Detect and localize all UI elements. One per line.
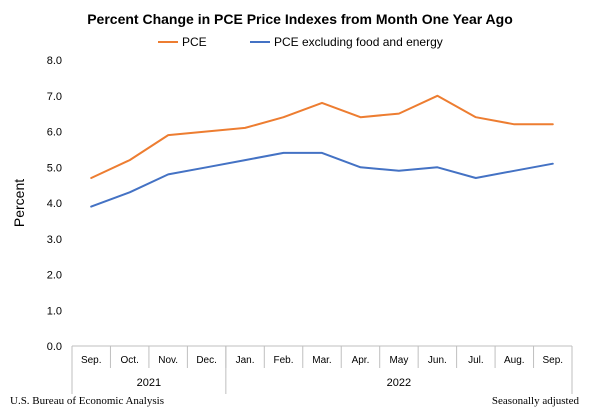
series-line-pce [90,94,554,179]
x-category-label: Jun. [428,355,447,366]
y-axis-label: Percent [11,179,27,227]
chart-title: Percent Change in PCE Price Indexes from… [87,11,513,27]
chart-legend: PCE PCE excluding food and energy [158,35,443,49]
x-year-label: 2021 [137,377,161,389]
x-category-label: Sep. [542,355,563,366]
y-tick-label: 0.0 [47,341,62,353]
y-tick-label: 2.0 [47,270,62,282]
x-category-label: Sep. [81,355,102,366]
x-category-label: Jul. [468,355,484,366]
y-tick-label: 5.0 [47,162,62,174]
chart-axes [71,345,573,394]
seasonal-note: Seasonally adjusted [492,395,580,407]
legend-label: PCE [182,35,207,49]
y-tick-label: 8.0 [47,55,62,67]
x-axis-year-groups: 2021 2022 [137,377,411,389]
y-tick-label: 1.0 [47,305,62,317]
x-category-label: Jan. [236,355,255,366]
legend-label: PCE excluding food and energy [274,35,443,49]
series-line-pce-core [90,151,554,208]
x-category-label: Dec. [196,355,217,366]
x-category-label: May [389,355,408,366]
chart-series [90,94,554,208]
x-category-label: Nov. [158,355,178,366]
x-axis-categories: Sep. Oct. Nov. Dec. Jan. Feb. Mar. Apr. May Jun. J… [81,355,563,366]
x-category-label: Oct. [121,355,139,366]
x-category-label: Apr. [352,355,370,366]
source-note: U.S. Bureau of Economic Analysis [10,395,164,407]
x-year-label: 2022 [387,377,411,389]
y-axis-ticks: 0.0 1.0 2.0 3.0 4.0 5.0 6.0 7.0 8.0 [47,55,62,353]
y-tick-label: 4.0 [47,198,62,210]
x-category-label: Feb. [274,355,294,366]
y-tick-label: 3.0 [47,234,62,246]
y-tick-label: 6.0 [47,127,62,139]
x-category-label: Aug. [504,355,525,366]
x-category-label: Mar. [312,355,331,366]
y-tick-label: 7.0 [47,91,62,103]
